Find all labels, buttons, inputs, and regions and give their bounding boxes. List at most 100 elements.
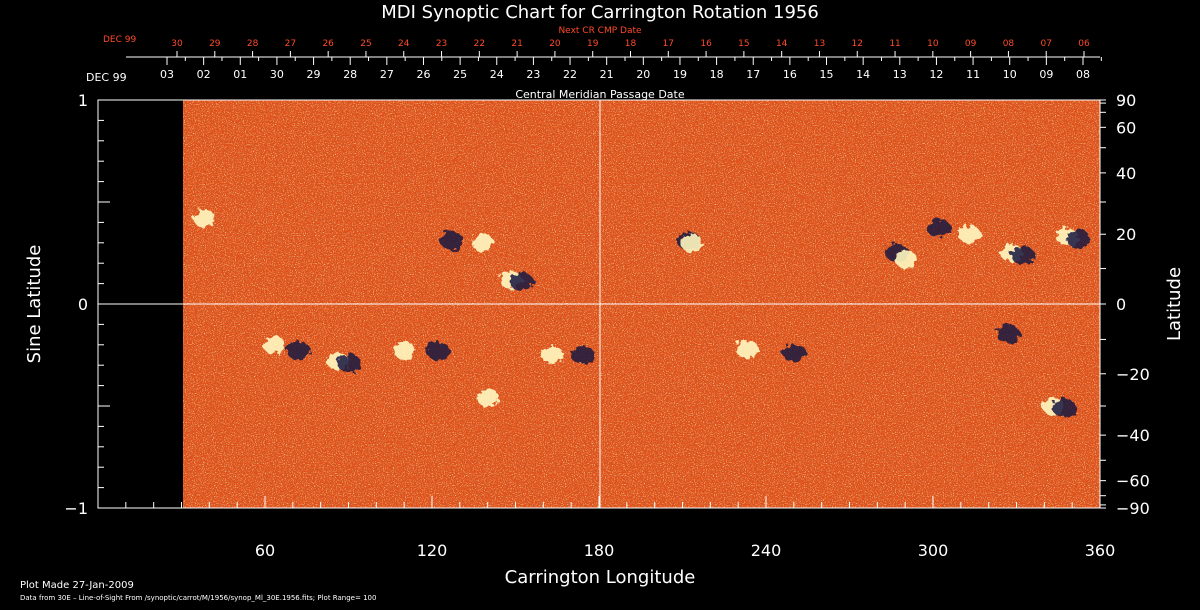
right-latitude-axis: 90 60 40 20 0 −20 −40 −60 −90: [1100, 91, 1150, 518]
next-cr-date-label: 18: [625, 39, 637, 49]
next-cr-date-label: 23: [436, 39, 447, 49]
negative-region: [439, 231, 464, 250]
chart-title: MDI Synoptic Chart for Carrington Rotati…: [381, 2, 819, 23]
cmp-date-label: 01: [233, 68, 247, 81]
x-tick-label: 300: [918, 541, 949, 560]
positive-region: [736, 339, 759, 358]
cmp-date-label: 12: [929, 68, 943, 81]
positive-region: [541, 346, 564, 364]
cmp-date-label: 24: [490, 68, 504, 81]
cmp-date-label: 09: [1039, 68, 1053, 81]
next-cr-date-label: 08: [1003, 39, 1015, 49]
negative-region: [1010, 246, 1035, 264]
negative-region: [1052, 399, 1077, 417]
cmp-date-label: 08: [1076, 68, 1090, 81]
next-cr-date-label: 30: [171, 39, 183, 49]
next-cr-date-label: 27: [285, 39, 296, 49]
right-tick-label: 0: [1116, 295, 1126, 314]
negative-region: [509, 272, 534, 291]
cmp-date-label: 19: [673, 68, 687, 81]
positive-region: [393, 341, 416, 360]
y-tick-label: −1: [64, 499, 88, 518]
x-tick-label: 240: [751, 541, 782, 560]
right-tick-label: −40: [1116, 426, 1150, 445]
y-axis-label: Sine Latitude: [24, 245, 45, 364]
x-tick-label: 60: [255, 541, 275, 560]
negative-region: [782, 343, 807, 362]
next-cr-date-axis: 30 29 28 27 26 25 24 23 22 21 20 19 18 17 16 15 14 13 12 11…: [171, 39, 1090, 57]
cmp-date-label: 23: [526, 68, 540, 81]
next-cr-date-label: 20: [549, 39, 561, 49]
cmp-date-label: 29: [307, 68, 321, 81]
next-cr-date-label: 06: [1078, 39, 1090, 49]
cmp-date-label: 21: [600, 68, 614, 81]
cmp-date-label: 22: [563, 68, 577, 81]
negative-region: [996, 325, 1021, 344]
next-cr-date-label: 16: [700, 39, 712, 49]
next-cr-date-label: 25: [360, 39, 371, 49]
negative-region: [570, 345, 595, 364]
next-cr-date-label: 07: [1040, 39, 1051, 49]
x-tick-label: 120: [417, 541, 448, 560]
y-tick-label: 1: [78, 91, 88, 110]
negative-region: [1066, 229, 1091, 248]
positive-region: [894, 250, 917, 269]
data-source-note: Data from 30E – Line-of-Sight From /syno…: [20, 594, 377, 602]
cmp-axis-title: Central Meridian Passage Date: [515, 88, 684, 101]
next-cr-date-label: 19: [587, 39, 599, 49]
positive-region: [680, 233, 703, 252]
next-cr-date-label: 26: [322, 39, 334, 49]
cmp-date-label: 17: [746, 68, 760, 81]
cmp-date-label: 10: [1003, 68, 1017, 81]
negative-region: [927, 219, 951, 238]
next-cr-date-label: 28: [247, 39, 259, 49]
cmp-date-label: 16: [783, 68, 797, 81]
positive-region: [477, 388, 500, 407]
plot-made-note: Plot Made 27-Jan-2009: [20, 580, 134, 591]
cmp-date-label: 18: [710, 68, 724, 81]
next-cr-month: DEC 99: [103, 35, 136, 45]
x-axis: 60 120 180 240 300 360: [125, 496, 1116, 560]
next-cr-date-label: 14: [776, 39, 788, 49]
cmp-date-label: 30: [270, 68, 284, 81]
next-cr-date-label: 24: [398, 39, 410, 49]
y-tick-label: 0: [78, 295, 88, 314]
cmp-date-label: 27: [380, 68, 394, 81]
next-cr-date-label: 11: [889, 39, 900, 49]
right-tick-label: −20: [1116, 365, 1150, 384]
right-tick-label: −90: [1116, 499, 1150, 518]
x-tick-label: 360: [1085, 541, 1116, 560]
cmp-date-label: 28: [343, 68, 357, 81]
next-cr-date-label: 29: [209, 39, 221, 49]
positive-region: [958, 225, 981, 244]
negative-region: [336, 354, 361, 373]
next-cr-date-label: 09: [965, 39, 977, 49]
cmp-date-label: 02: [197, 68, 211, 81]
right-axis-label: Latitude: [1164, 267, 1185, 341]
cmp-month: DEC 99: [86, 71, 127, 84]
next-cr-date-label: 17: [663, 39, 674, 49]
cmp-date-label: 26: [416, 68, 430, 81]
x-axis-label: Carrington Longitude: [505, 567, 696, 588]
cmp-date-label: 03: [160, 68, 174, 81]
next-cr-date-label: 21: [511, 39, 522, 49]
next-cr-date-label: 13: [814, 39, 825, 49]
negative-region: [426, 341, 450, 360]
positive-region: [193, 209, 216, 228]
cmp-date-label: 20: [636, 68, 650, 81]
next-cr-date-label: 22: [474, 39, 485, 49]
next-cr-date-label: 12: [852, 39, 863, 49]
next-cr-date-label: 15: [738, 39, 749, 49]
cmp-date-label: 14: [856, 68, 870, 81]
right-tick-label: −60: [1116, 472, 1150, 491]
cmp-date-label: 11: [966, 68, 980, 81]
cmp-date-axis: 03 02 01 30 29 28 27 26 25 24 23 22 21 20 19 18 17 16 15 14…: [126, 56, 1102, 81]
positive-region: [262, 335, 285, 354]
x-tick-label: 180: [584, 541, 615, 560]
cmp-date-label: 15: [820, 68, 834, 81]
right-tick-label: 40: [1116, 164, 1136, 183]
next-cr-date-label: 10: [927, 39, 939, 49]
right-tick-label: 60: [1116, 118, 1136, 137]
cmp-date-label: 13: [893, 68, 907, 81]
